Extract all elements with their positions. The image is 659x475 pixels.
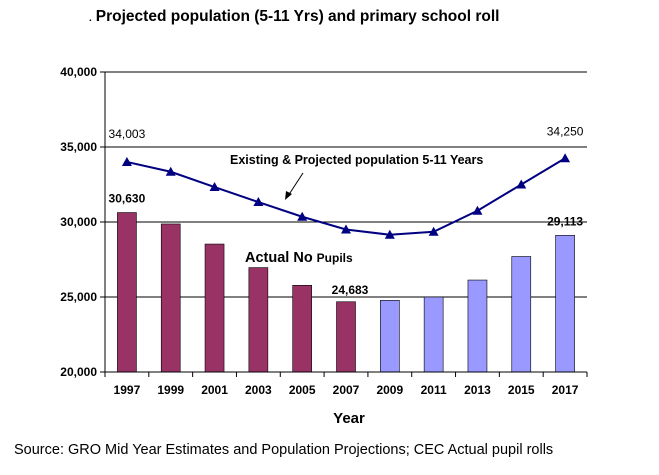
line-point-marker <box>209 182 220 192</box>
x-tick-label: 2015 <box>508 383 535 397</box>
x-tick-label: 1999 <box>157 383 184 397</box>
data-label: 34,250 <box>547 124 584 138</box>
x-tick-label: 1997 <box>114 383 141 397</box>
chart-title: . Projected population (5-11 Yrs) and pri… <box>89 8 499 26</box>
bar <box>336 301 356 373</box>
bar-annotation-main: Actual No <box>245 250 313 266</box>
line-point-marker <box>516 179 527 189</box>
bar <box>423 296 444 373</box>
series-line <box>126 157 566 236</box>
line-point-marker <box>384 229 395 239</box>
y-tick-label: 40,000 <box>60 65 97 79</box>
line-point-marker <box>253 197 264 207</box>
x-tick-label: 2007 <box>333 383 360 397</box>
bar-series-annotation: Actual No Pupils <box>245 250 353 266</box>
bar <box>380 299 400 373</box>
bar-annotation-tail: Pupils <box>317 251 353 265</box>
bars <box>117 212 575 373</box>
x-tick-label: 2013 <box>464 383 491 397</box>
chart-title-text: Projected population (5-11 Yrs) and prim… <box>95 8 500 25</box>
x-axis-title: Year <box>333 410 365 427</box>
bar <box>511 256 532 373</box>
x-tick-label: 2011 <box>421 383 447 397</box>
bar <box>160 223 181 373</box>
x-tick-label: 2001 <box>201 383 228 397</box>
data-label: 29,113 <box>547 214 583 228</box>
labels: Year 34,003 30,630 24,683 34,250 29,113 Existi… <box>109 124 584 427</box>
y-tick-label: 25,000 <box>60 290 97 304</box>
bar <box>555 235 575 373</box>
line-point-marker <box>297 211 308 221</box>
line-point-marker <box>121 156 132 166</box>
line-series-annotation: Existing & Projected population 5-11 Yea… <box>230 153 483 167</box>
line-point-marker <box>341 224 351 234</box>
bar <box>248 267 269 373</box>
bar <box>467 279 488 373</box>
x-tick-label: 2003 <box>245 383 272 397</box>
data-label: 34,003 <box>109 127 146 141</box>
x-tick-label: 2005 <box>289 383 316 397</box>
source-note: Source: GRO Mid Year Estimates and Popul… <box>14 442 554 458</box>
data-label: 30,630 <box>109 192 146 206</box>
chart: 20,000 25,000 30,000 35,000 40,000 1997 1999 20… <box>60 65 588 427</box>
bar <box>204 243 225 373</box>
bar <box>292 284 312 373</box>
annotation-arrow <box>287 172 304 197</box>
x-tick-label: 2009 <box>376 383 403 397</box>
axes: 20,000 25,000 30,000 35,000 40,000 1997 1999 20… <box>60 65 588 397</box>
x-tick-label: 2017 <box>552 383 579 397</box>
line-point-marker <box>472 205 483 215</box>
y-tick-label: 20,000 <box>60 365 97 379</box>
y-tick-label: 35,000 <box>60 140 97 154</box>
bar <box>117 212 137 373</box>
line-point-marker <box>560 153 571 163</box>
y-tick-label: 30,000 <box>60 215 97 229</box>
annotation-arrowhead <box>285 191 292 200</box>
population-line <box>121 153 571 239</box>
line-point-marker <box>165 166 176 176</box>
title-marker: . <box>89 13 92 24</box>
line-point-marker <box>428 226 439 236</box>
data-label: 24,683 <box>332 283 369 297</box>
gridlines <box>105 71 587 298</box>
